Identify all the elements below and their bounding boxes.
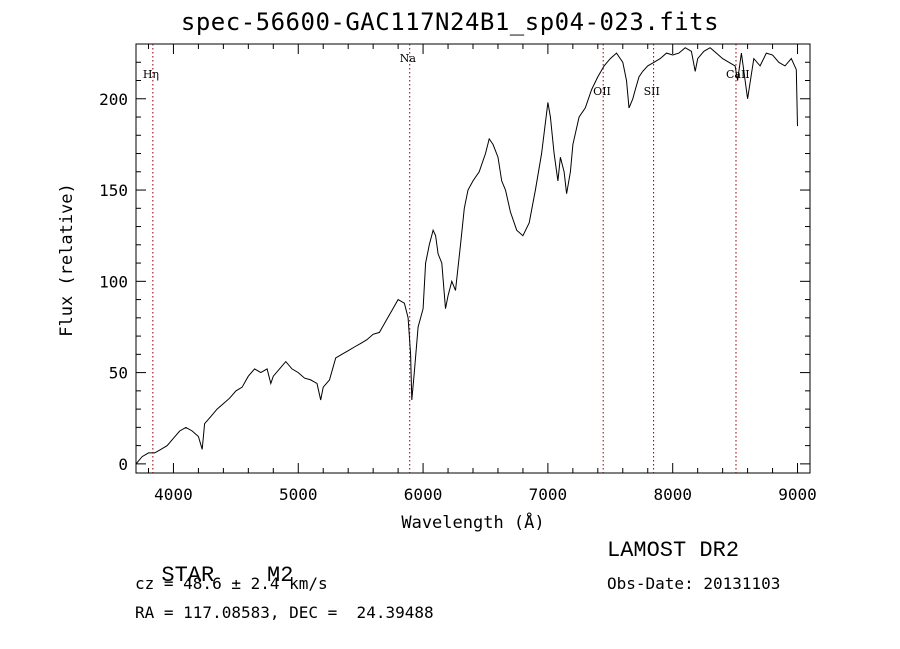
spectrum-series [135, 47, 798, 465]
object-subclass: M2 [267, 563, 294, 588]
line-marker-label: OII [593, 85, 611, 98]
x-tick-label: 7000 [529, 485, 568, 504]
object-class: STAR [161, 563, 215, 588]
y-tick-label: 100 [99, 272, 128, 291]
coordinates-text: RA = 117.08583, DEC = 24.39488 [135, 603, 434, 622]
x-tick-label: 8000 [653, 485, 692, 504]
object-class-label: STAR M2 [135, 538, 293, 588]
x-tick-label: 6000 [404, 485, 443, 504]
y-axis-label: Flux (relative) [57, 183, 77, 337]
y-tick-label: 150 [99, 181, 128, 200]
x-tick-label: 9000 [778, 485, 817, 504]
line-marker-label: Hη [143, 68, 159, 81]
x-axis-label: Wavelength (Å) [401, 511, 544, 533]
y-tick-label: 50 [109, 364, 128, 383]
y-tick-label: 0 [118, 455, 128, 474]
axis-ticks: 4000 5000 6000 7000 8000 9000 0 50 100 150 200 [99, 44, 817, 504]
chart-title: spec-56600-GAC117N24B1_sp04-023.fits [180, 8, 720, 36]
y-tick-label: 200 [99, 90, 128, 109]
survey-name: LAMOST DR2 [607, 538, 740, 563]
x-tick-label: 4000 [154, 485, 193, 504]
obs-date: Obs-Date: 20131103 [607, 574, 781, 593]
line-marker-label: SII [644, 85, 660, 98]
plot-frame [135, 43, 811, 474]
x-tick-label: 5000 [279, 485, 318, 504]
line-marker-label: Na [400, 52, 417, 65]
spectrum-line [135, 47, 798, 465]
redshift-text: cz = 48.6 ± 2.4 km/s [135, 574, 328, 593]
